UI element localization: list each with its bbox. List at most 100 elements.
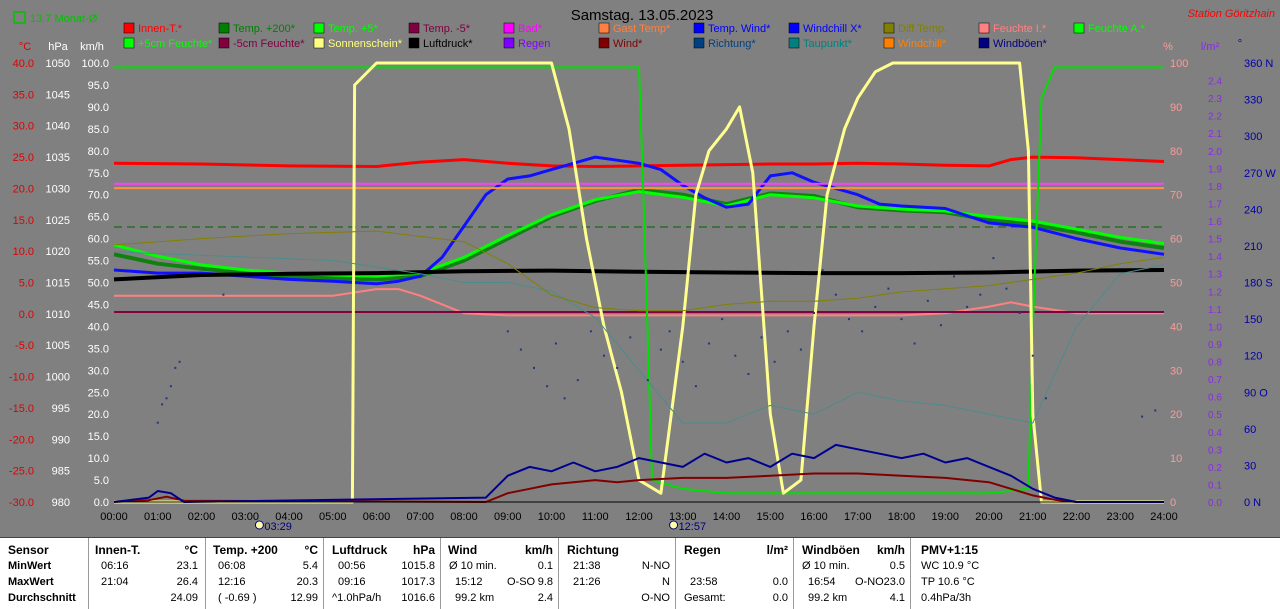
wind-axis-tick: 10.0 bbox=[88, 453, 109, 465]
direction-point bbox=[169, 385, 172, 388]
direction-point bbox=[1018, 312, 1021, 314]
wind-distance: 99.2 km bbox=[455, 592, 495, 604]
humidity-axis-tick: 40 bbox=[1170, 321, 1182, 333]
boeen-min-value: 0.5 bbox=[889, 560, 905, 572]
legend-label: Windböen* bbox=[993, 38, 1048, 50]
temp-axis-tick: 40.0 bbox=[13, 58, 34, 70]
legend-label: Temp. +5* bbox=[328, 23, 379, 35]
humidity-axis-tick: 60 bbox=[1170, 234, 1182, 246]
pressure-axis-tick: 995 bbox=[52, 403, 70, 415]
hdr-wind: Wind bbox=[448, 543, 478, 557]
richtung-max-time: 21:26 bbox=[573, 576, 601, 588]
direction-point bbox=[966, 305, 969, 308]
month-avg-label: 13.7 Monat-Ø bbox=[30, 13, 98, 25]
wind-axis-tick: 70.0 bbox=[88, 190, 109, 202]
legend-label: Temp. -5* bbox=[423, 23, 471, 35]
wind-avg10-label: Ø 10 min. bbox=[449, 560, 497, 572]
direction-point bbox=[786, 330, 789, 333]
direction-point bbox=[874, 305, 877, 308]
rain-axis-tick: 1.5 bbox=[1208, 235, 1222, 246]
rain-axis-tick: 2.3 bbox=[1208, 94, 1222, 105]
series-layer bbox=[113, 61, 1165, 504]
series-line-diff-temp bbox=[113, 230, 1165, 312]
hdr-temp: Temp. +200 bbox=[213, 543, 278, 557]
stats-col-pmv: PMV+1:15 WC 10.9 °C TP 10.6 °C 0.4hPa/3h bbox=[910, 538, 1280, 609]
direction-point bbox=[668, 330, 671, 333]
druck-avg-value: 1016.6 bbox=[401, 592, 435, 604]
direction-axis-tick: 300 bbox=[1244, 131, 1262, 143]
rain-axis-tick: 0.6 bbox=[1208, 393, 1222, 404]
legend-swatch bbox=[503, 37, 515, 49]
direction-point bbox=[589, 330, 592, 333]
hdr-regen-unit: l/m² bbox=[766, 543, 788, 557]
wind-axis-tick: 40.0 bbox=[88, 321, 109, 333]
legend-swatch bbox=[693, 22, 705, 34]
direction-axis-tick: 360 N bbox=[1244, 58, 1273, 70]
time-axis-tick: 05:00 bbox=[319, 511, 347, 523]
series-line-temp-wind bbox=[113, 155, 1165, 286]
legend-label: Regen bbox=[518, 38, 550, 50]
legend-swatch bbox=[883, 22, 895, 34]
legend-label: Sonnenschein* bbox=[328, 38, 403, 50]
legend-swatch bbox=[788, 22, 800, 34]
hdr-temp-unit: °C bbox=[304, 543, 318, 557]
druck-min-time: 00:56 bbox=[338, 560, 366, 572]
time-axis-tick: 01:00 bbox=[144, 511, 172, 523]
direction-axis-unit: ° bbox=[1238, 38, 1242, 50]
direction-point bbox=[681, 360, 684, 363]
temp-axis-tick: -25.0 bbox=[9, 466, 34, 478]
legend-label: Innen-T.* bbox=[138, 23, 183, 35]
direction-point bbox=[887, 287, 890, 290]
boeen-max-direction: O-NO bbox=[855, 576, 884, 588]
time-axis-tick: 13:00 bbox=[669, 511, 697, 523]
rain-axis-tick: 0.8 bbox=[1208, 358, 1222, 369]
direction-point bbox=[760, 336, 763, 339]
richtung-avg-value: O-NO bbox=[641, 592, 670, 604]
station-name: Station Göritzhain bbox=[1188, 8, 1275, 20]
stats-col-richtung: Richtung 21:38 N-NO 21:26 N O-NO bbox=[558, 538, 676, 609]
time-axis-tick: 14:00 bbox=[713, 511, 741, 523]
temp-axis-tick: -30.0 bbox=[9, 497, 34, 509]
series-line-windb-en bbox=[113, 443, 1164, 503]
humidity-axis-tick: 80 bbox=[1170, 146, 1182, 158]
legend-swatch bbox=[788, 37, 800, 49]
direction-point bbox=[939, 324, 942, 327]
direction-point bbox=[161, 403, 164, 406]
time-axis-tick: 00:00 bbox=[100, 511, 128, 523]
hdr-boeen: Windböen bbox=[802, 543, 860, 557]
wind-axis-tick: 95.0 bbox=[88, 80, 109, 92]
humidity-axis-tick: 0 bbox=[1170, 497, 1176, 509]
legend-swatch bbox=[123, 22, 135, 34]
innen-avg-value: 24.09 bbox=[170, 592, 198, 604]
direction-point bbox=[629, 336, 632, 339]
time-axis-tick: 15:00 bbox=[756, 511, 784, 523]
temp-avg-value: 12.99 bbox=[290, 592, 318, 604]
direction-point bbox=[646, 379, 649, 382]
series-line-sonnenschein bbox=[114, 61, 1164, 504]
direction-point bbox=[576, 379, 579, 382]
hdr-druck-unit: hPa bbox=[412, 543, 435, 557]
legend-label: +5cm Feuchte* bbox=[138, 38, 213, 50]
humidity-axis-tick: 90 bbox=[1170, 102, 1182, 114]
wind-axis-tick: 15.0 bbox=[88, 431, 109, 443]
time-axis-tick: 10:00 bbox=[538, 511, 566, 523]
wind-axis-tick: 80.0 bbox=[88, 146, 109, 158]
humidity-axis-tick: 50 bbox=[1170, 278, 1182, 290]
legend-swatch bbox=[978, 22, 990, 34]
direction-point bbox=[913, 342, 916, 345]
druck-min-value: 1015.8 bbox=[401, 560, 435, 572]
hdr-pmv: PMV+1:15 bbox=[921, 543, 979, 557]
wind-axis-tick: 5.0 bbox=[94, 475, 109, 487]
rain-axis-tick: 0.0 bbox=[1208, 498, 1222, 509]
wind-axis-tick: 55.0 bbox=[88, 256, 109, 268]
wind-axis-tick: 25.0 bbox=[88, 387, 109, 399]
series-line-temp-200 bbox=[113, 187, 1165, 282]
stats-col-innen: Innen-T. °C 06:16 23.1 21:04 26.4 24.09 bbox=[88, 538, 206, 609]
rain-axis-tick: 1.9 bbox=[1208, 164, 1222, 175]
pressure-axis-tick: 1050 bbox=[46, 58, 70, 70]
direction-point bbox=[734, 354, 737, 357]
legend-label: Gast Temp* bbox=[613, 23, 671, 35]
temp-axis-tick: 25.0 bbox=[13, 152, 34, 164]
temp-trend: ( -0.69 ) bbox=[218, 592, 257, 604]
stats-col-wind: Wind km/h Ø 10 min. 0.1 15:12 O-SO 9.8 99.2 … bbox=[440, 538, 559, 609]
